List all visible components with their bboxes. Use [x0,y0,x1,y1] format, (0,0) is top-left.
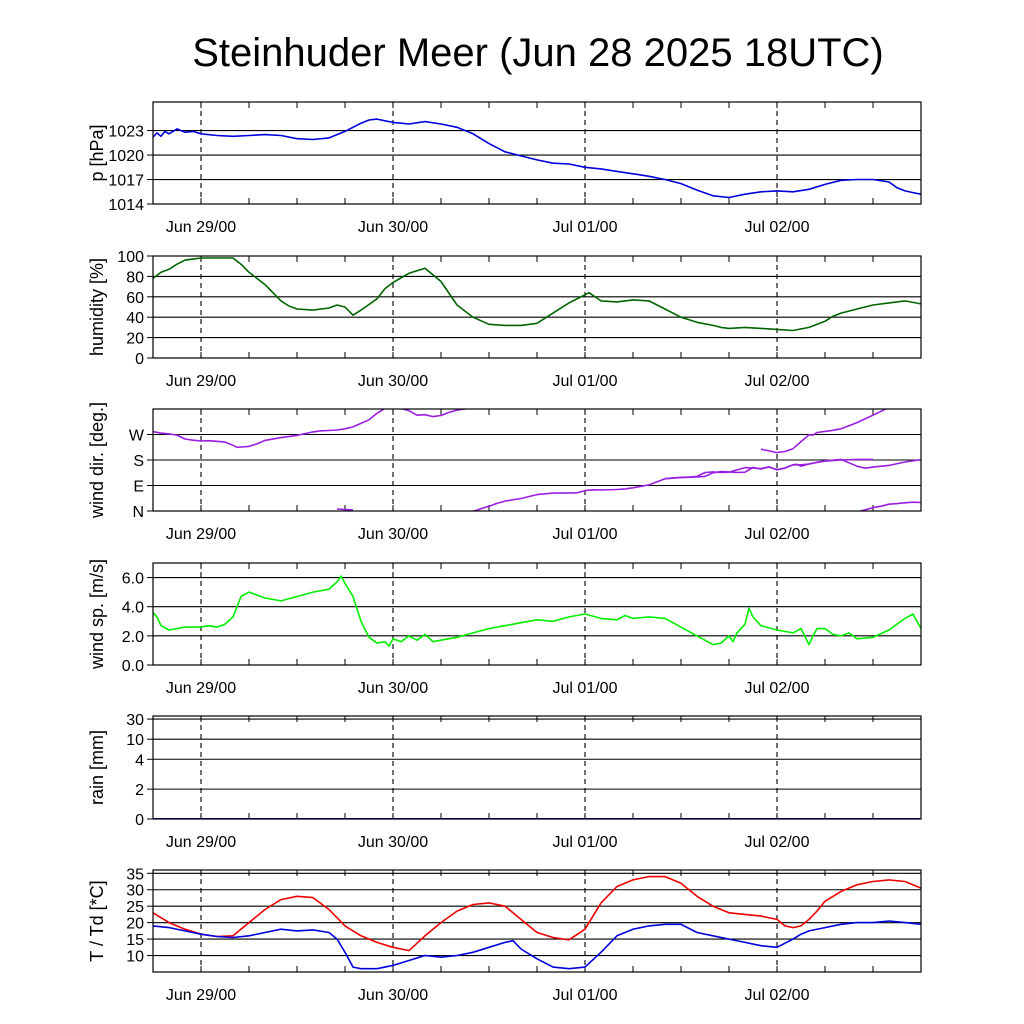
x-tick-label: Jun 29/00 [166,373,236,390]
x-tick-label: Jul 02/00 [745,987,810,1004]
x-tick-label: Jul 01/00 [553,373,618,390]
y-tick-label: 10 [126,949,144,966]
x-tick-label: Jun 30/00 [358,373,428,390]
x-tick-label: Jun 30/00 [358,834,428,851]
panel-4: 0.0 2.0 4.0 6.0 Jun 29/00 Jun 30/00 Jul 01/00 J… [87,559,922,697]
x-tick-label: Jul 02/00 [745,526,810,543]
y-tick-label: 1017 [108,173,144,190]
panel-frame [152,715,922,820]
series-group [153,575,921,647]
panel-frame [152,562,922,666]
x-tick-label: Jun 29/00 [166,526,236,543]
x-tick-label: Jul 01/00 [553,219,618,236]
series-line-wind_speed [153,575,921,647]
panel-5: 0 2 4 10 30 Jun 29/00 Jun 30/00 Jul 01/00 Jul 02… [87,712,922,851]
x-tick-label: Jul 01/00 [553,680,618,697]
series-line-dewpoint [153,920,921,970]
series-group [153,875,921,970]
y-axis-label: p [hPa] [87,124,107,181]
x-tick-label: Jun 30/00 [358,219,428,236]
chart-title: Steinhuder Meer (Jun 28 2025 18UTC) [192,31,883,75]
series-line-wind_dir [857,501,921,511]
y-axis-label: humidity [%] [87,258,107,356]
y-tick-label: 0 [135,812,144,829]
y-tick-label: 15 [126,932,144,949]
x-tick-label: Jun 30/00 [358,526,428,543]
series-line-wind_dir [664,458,873,480]
y-tick-label: 35 [126,866,144,883]
x-tick-label: Jul 01/00 [553,987,618,1004]
y-tick-label: 25 [126,899,144,916]
y-tick-label: W [129,428,145,445]
panel-frame [152,869,922,973]
y-tick-label: 4.0 [122,600,144,617]
panel-frame [152,101,922,205]
y-tick-label: 2 [135,782,144,799]
y-tick-label: 60 [126,290,144,307]
y-axis-label: T / Td [*C] [87,880,107,961]
panel-frame [152,408,922,512]
y-tick-label: 80 [126,269,144,286]
series-line-wind_dir [760,447,794,454]
y-tick-label: 20 [126,331,144,348]
y-tick-label: N [132,504,144,521]
x-tick-label: Jun 30/00 [358,987,428,1004]
series-line-temperature [153,875,921,952]
y-tick-label: 2.0 [122,629,144,646]
series-group [153,257,921,332]
x-tick-label: Jul 01/00 [553,526,618,543]
series-line-wind_dir [336,508,354,511]
x-tick-label: Jul 01/00 [553,834,618,851]
series-line-humidity [153,257,921,332]
y-tick-label: 6.0 [122,571,144,588]
series-line-pressure [153,118,921,199]
y-tick-label: 20 [126,916,144,933]
y-tick-label: 4 [135,752,144,769]
x-tick-label: Jun 30/00 [358,680,428,697]
y-tick-label: 1020 [108,148,144,165]
series-line-wind_dir [792,409,888,450]
y-tick-label: 30 [126,712,144,729]
x-tick-label: Jun 29/00 [166,834,236,851]
y-axis-label: wind sp. [m/s] [87,559,107,670]
x-tick-label: Jun 29/00 [166,219,236,236]
y-tick-label: 30 [126,883,144,900]
panel-frame [152,255,922,359]
y-axis-label: wind dir. [deg.] [87,402,107,519]
series-line-wind_dir [153,409,401,449]
x-tick-label: Jul 02/00 [745,219,810,236]
y-tick-label: 10 [126,732,144,749]
x-tick-label: Jul 02/00 [745,834,810,851]
panel-1: 1014 1017 1020 1023 Jun 29/00 Jun 30/00 Jul 01… [87,101,922,236]
x-tick-label: Jul 02/00 [745,680,810,697]
y-tick-label: E [133,479,144,496]
y-tick-label: 1014 [108,197,144,214]
y-tick-label: 1023 [108,124,144,141]
y-tick-label: S [133,453,144,470]
y-tick-label: 0 [135,351,144,368]
x-tick-label: Jun 29/00 [166,987,236,1004]
x-tick-label: Jul 02/00 [745,373,810,390]
y-tick-label: 40 [126,310,144,327]
y-axis-label: rain [mm] [87,730,107,805]
y-tick-label: 100 [117,249,144,266]
panel-2: 0 20 40 60 80 100 Jun 29/00 Jun 30/00 Jul 01/00 J… [87,249,922,390]
y-tick-label: 0.0 [122,658,144,675]
series-group [153,118,921,199]
x-tick-label: Jun 29/00 [166,680,236,697]
